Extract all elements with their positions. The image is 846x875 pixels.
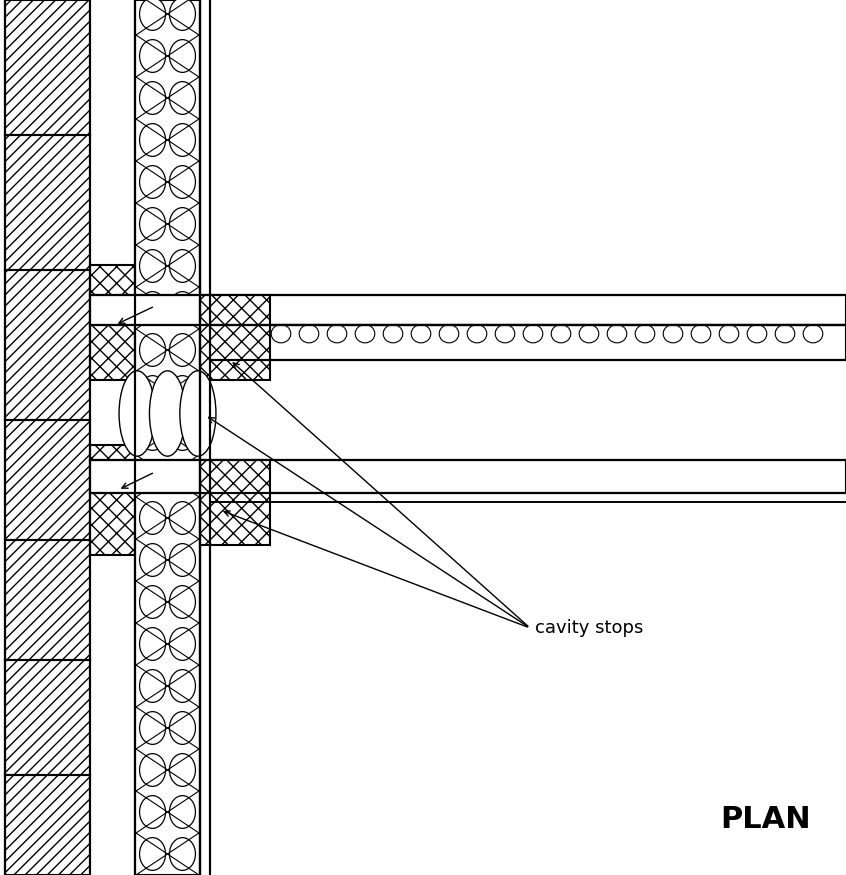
Bar xyxy=(200,460,270,545)
Ellipse shape xyxy=(775,325,794,343)
Ellipse shape xyxy=(169,753,195,787)
Ellipse shape xyxy=(243,325,263,343)
Ellipse shape xyxy=(719,325,739,343)
Ellipse shape xyxy=(169,543,195,577)
Ellipse shape xyxy=(150,371,185,456)
Ellipse shape xyxy=(467,325,486,343)
Bar xyxy=(5,0,90,875)
Ellipse shape xyxy=(299,325,319,343)
Ellipse shape xyxy=(140,333,166,367)
Text: cavity stops: cavity stops xyxy=(535,619,643,637)
Ellipse shape xyxy=(169,669,195,703)
Bar xyxy=(210,325,846,360)
Ellipse shape xyxy=(140,81,166,115)
Ellipse shape xyxy=(140,501,166,535)
Ellipse shape xyxy=(272,325,291,343)
Ellipse shape xyxy=(691,325,711,343)
Ellipse shape xyxy=(140,543,166,577)
Ellipse shape xyxy=(140,0,166,31)
Ellipse shape xyxy=(169,585,195,619)
Ellipse shape xyxy=(607,325,627,343)
Ellipse shape xyxy=(140,837,166,871)
Ellipse shape xyxy=(169,795,195,829)
Bar xyxy=(90,0,135,875)
Ellipse shape xyxy=(169,837,195,871)
Ellipse shape xyxy=(580,325,599,343)
Ellipse shape xyxy=(169,627,195,661)
Ellipse shape xyxy=(169,207,195,241)
Ellipse shape xyxy=(140,39,166,73)
Ellipse shape xyxy=(140,165,166,199)
Ellipse shape xyxy=(169,333,195,367)
Ellipse shape xyxy=(355,325,375,343)
Ellipse shape xyxy=(523,325,543,343)
Ellipse shape xyxy=(327,325,347,343)
Ellipse shape xyxy=(169,0,195,31)
Ellipse shape xyxy=(119,371,155,456)
Ellipse shape xyxy=(140,795,166,829)
Text: PLAN: PLAN xyxy=(720,806,810,835)
Ellipse shape xyxy=(140,375,166,409)
Ellipse shape xyxy=(169,123,195,157)
Ellipse shape xyxy=(140,459,166,493)
Ellipse shape xyxy=(663,325,683,343)
Ellipse shape xyxy=(169,375,195,409)
Bar xyxy=(135,0,200,875)
Ellipse shape xyxy=(169,291,195,325)
Ellipse shape xyxy=(169,459,195,493)
Ellipse shape xyxy=(439,325,459,343)
Bar xyxy=(90,265,135,380)
Bar xyxy=(200,295,270,380)
Ellipse shape xyxy=(383,325,403,343)
Ellipse shape xyxy=(140,417,166,451)
Ellipse shape xyxy=(411,325,431,343)
Ellipse shape xyxy=(140,669,166,703)
Ellipse shape xyxy=(169,165,195,199)
Ellipse shape xyxy=(169,417,195,451)
Ellipse shape xyxy=(495,325,515,343)
Ellipse shape xyxy=(140,627,166,661)
Ellipse shape xyxy=(552,325,571,343)
Ellipse shape xyxy=(169,39,195,73)
Ellipse shape xyxy=(140,291,166,325)
Ellipse shape xyxy=(169,81,195,115)
Ellipse shape xyxy=(747,325,766,343)
Ellipse shape xyxy=(180,371,216,456)
Bar xyxy=(90,460,846,493)
Ellipse shape xyxy=(169,711,195,745)
Bar xyxy=(90,445,135,555)
Ellipse shape xyxy=(169,249,195,283)
Ellipse shape xyxy=(803,325,823,343)
Ellipse shape xyxy=(140,753,166,787)
Ellipse shape xyxy=(140,249,166,283)
Ellipse shape xyxy=(140,585,166,619)
Bar xyxy=(90,295,846,325)
Ellipse shape xyxy=(140,123,166,157)
Ellipse shape xyxy=(140,207,166,241)
Ellipse shape xyxy=(140,711,166,745)
Ellipse shape xyxy=(215,325,235,343)
Ellipse shape xyxy=(635,325,655,343)
Ellipse shape xyxy=(169,501,195,535)
